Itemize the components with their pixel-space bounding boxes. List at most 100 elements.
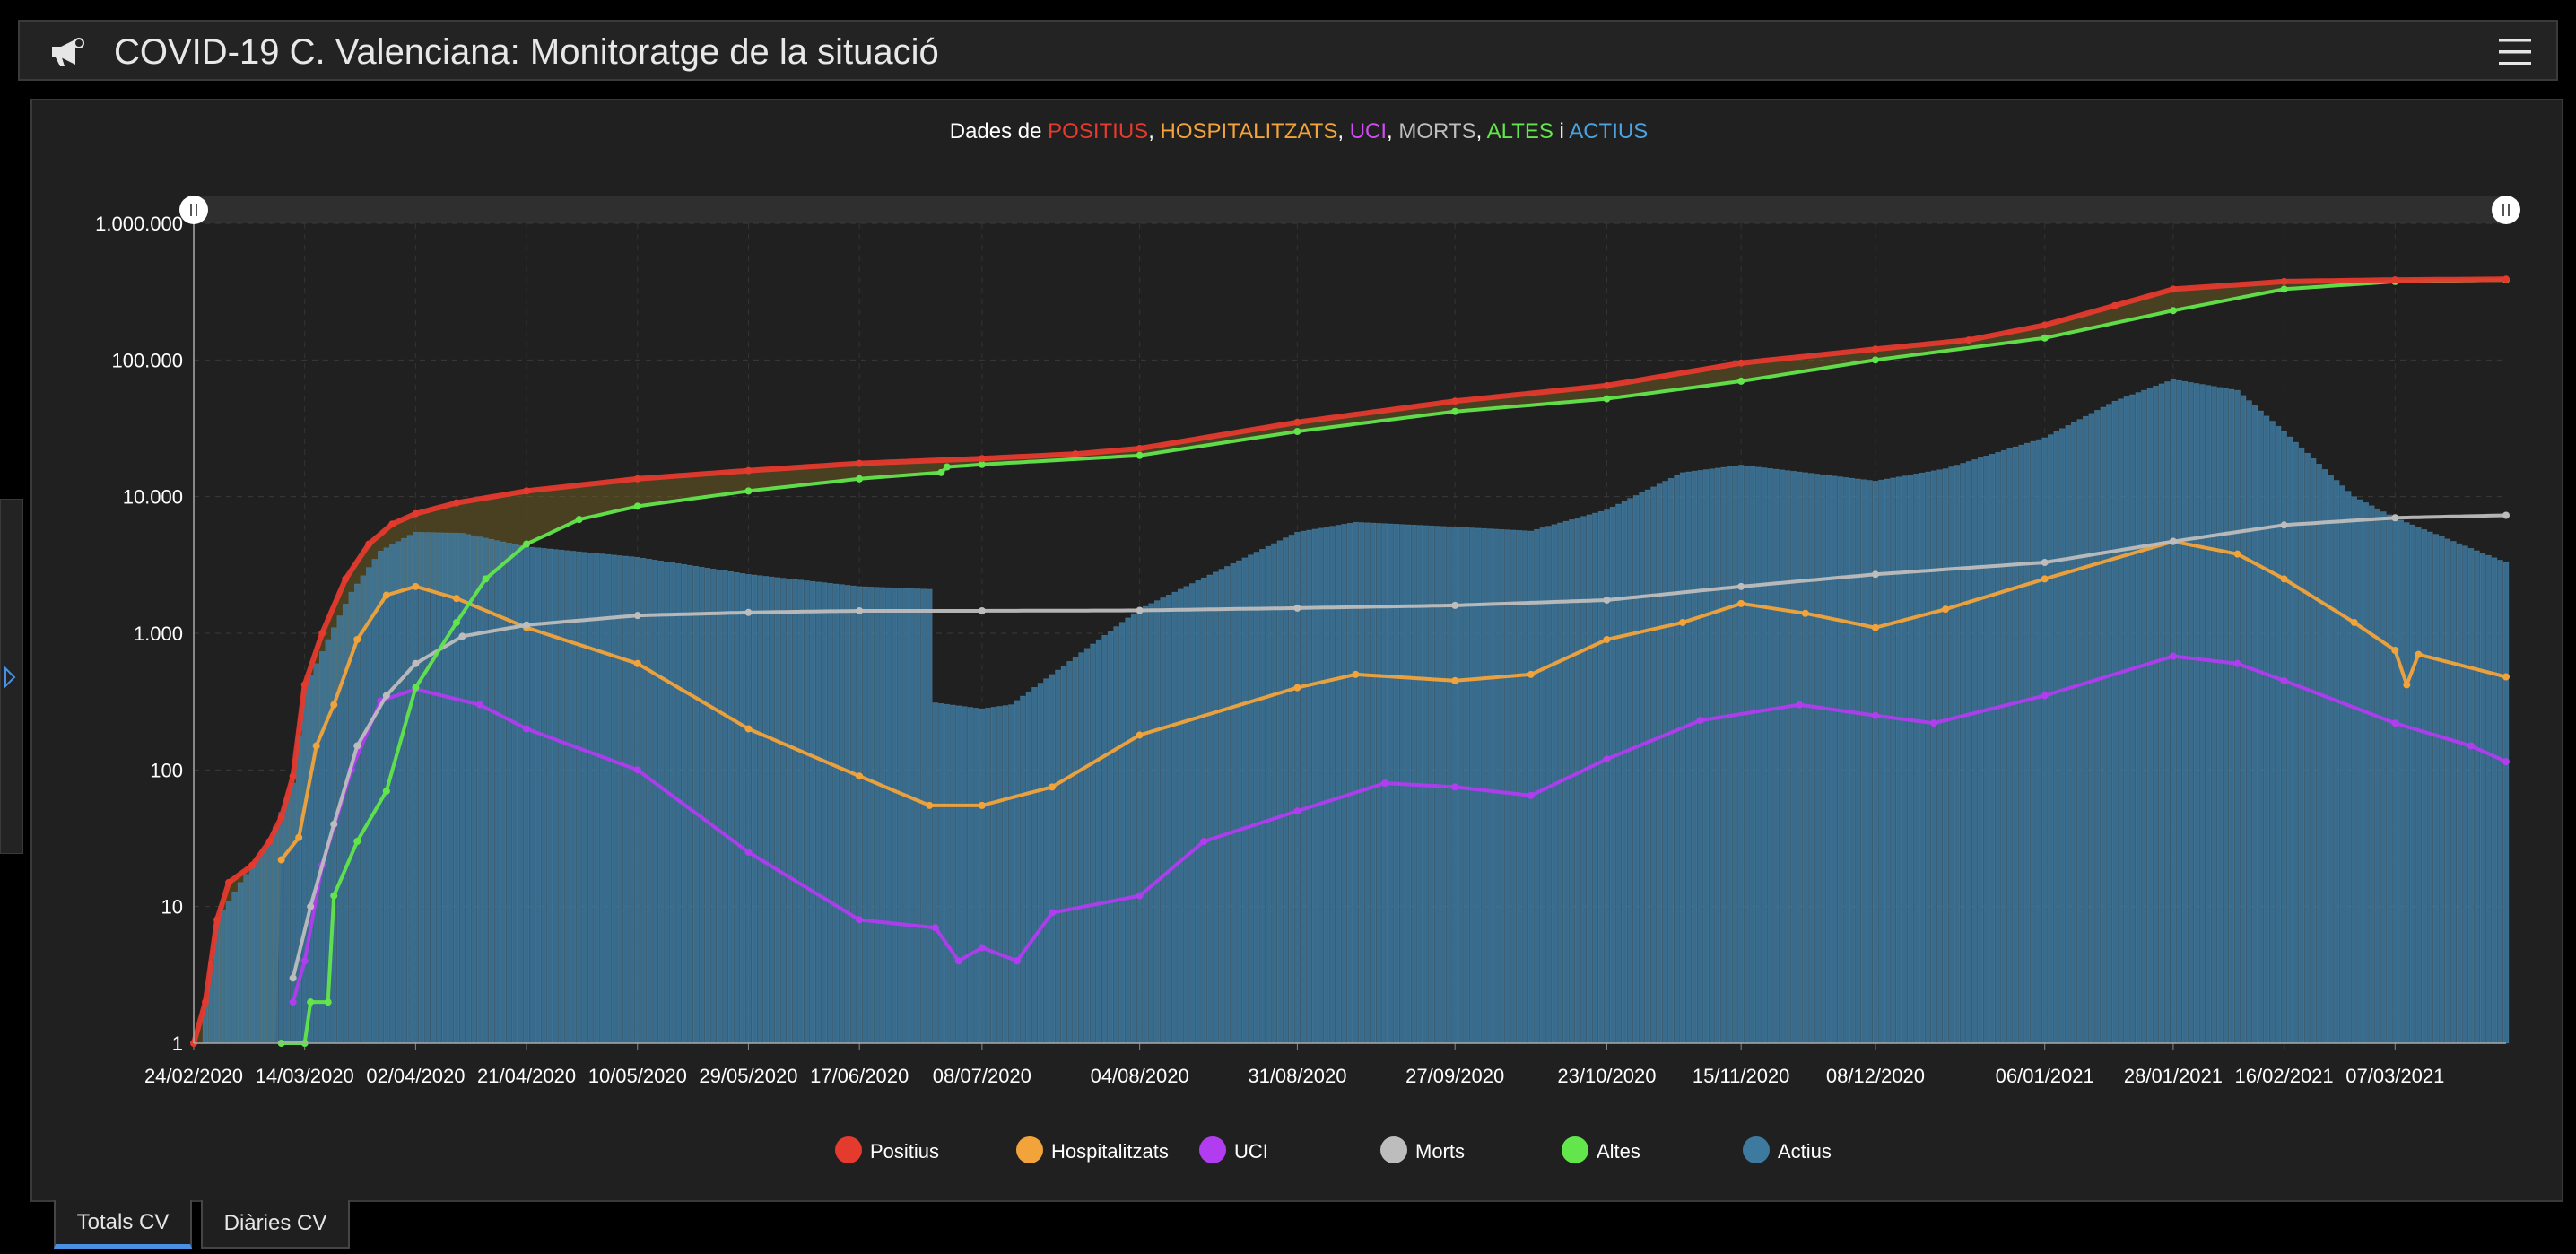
actius-bar[interactable]: [2369, 505, 2375, 1044]
actius-bar[interactable]: [587, 553, 594, 1044]
actius-bar[interactable]: [1025, 691, 1032, 1044]
actius-bar[interactable]: [1597, 510, 1605, 1044]
morts-point[interactable]: [2280, 521, 2288, 529]
actius-bar[interactable]: [511, 544, 518, 1044]
actius-bar[interactable]: [955, 705, 962, 1044]
hospitalitzats-point[interactable]: [2403, 681, 2411, 689]
actius-bar[interactable]: [652, 559, 658, 1044]
actius-bar[interactable]: [2211, 386, 2217, 1044]
actius-bar[interactable]: [1136, 608, 1143, 1044]
morts-point[interactable]: [1871, 570, 1879, 579]
positius-point[interactable]: [225, 878, 233, 886]
hospitalitzats-point[interactable]: [633, 659, 641, 667]
actius-bar[interactable]: [1907, 475, 1914, 1044]
altes-point[interactable]: [856, 475, 864, 483]
actius-bar[interactable]: [1814, 474, 1821, 1044]
actius-bar[interactable]: [634, 556, 640, 1044]
actius-bar[interactable]: [1353, 521, 1359, 1044]
actius-bar[interactable]: [699, 566, 705, 1044]
actius-bar[interactable]: [1755, 466, 1762, 1044]
actius-bar[interactable]: [1878, 479, 1884, 1044]
actius-bar[interactable]: [476, 536, 483, 1044]
actius-bar[interactable]: [780, 578, 787, 1044]
actius-bar[interactable]: [1674, 475, 1680, 1044]
actius-bar[interactable]: [2181, 380, 2189, 1044]
uci-point[interactable]: [2041, 692, 2049, 700]
actius-bar[interactable]: [413, 531, 419, 1044]
actius-bar[interactable]: [2258, 410, 2264, 1044]
hospitalitzats-point[interactable]: [1048, 783, 1056, 791]
actius-bar[interactable]: [1744, 466, 1750, 1044]
actius-bar[interactable]: [669, 562, 676, 1044]
legend-item-actius[interactable]: Actius: [1743, 1136, 1832, 1163]
actius-bar[interactable]: [272, 826, 279, 1044]
actius-bar[interactable]: [1113, 626, 1119, 1044]
altes-point[interactable]: [307, 998, 315, 1006]
actius-bar[interactable]: [1499, 528, 1505, 1044]
positius-point[interactable]: [452, 499, 460, 507]
morts-point[interactable]: [330, 820, 338, 828]
actius-bar[interactable]: [2450, 541, 2457, 1044]
actius-bar[interactable]: [1644, 489, 1651, 1044]
actius-bar[interactable]: [2328, 475, 2334, 1044]
actius-bar[interactable]: [1218, 569, 1225, 1044]
actius-bar[interactable]: [2386, 514, 2393, 1044]
positius-point[interactable]: [633, 475, 641, 483]
actius-bar[interactable]: [1709, 468, 1715, 1044]
actius-bar[interactable]: [1195, 580, 1201, 1044]
uci-point[interactable]: [931, 924, 939, 932]
uci-point[interactable]: [1200, 837, 1208, 845]
actius-bar[interactable]: [1142, 605, 1149, 1044]
actius-bar[interactable]: [529, 546, 535, 1044]
actius-bar[interactable]: [1265, 545, 1272, 1044]
actius-bar[interactable]: [1259, 549, 1266, 1044]
hospitalitzats-point[interactable]: [2233, 550, 2241, 558]
hospitalitzats-point[interactable]: [412, 582, 420, 590]
uci-point[interactable]: [856, 916, 864, 924]
actius-bar[interactable]: [1615, 503, 1622, 1044]
actius-bar[interactable]: [1329, 526, 1336, 1044]
actius-bar[interactable]: [879, 587, 886, 1044]
actius-bar[interactable]: [1171, 591, 1178, 1044]
uci-point[interactable]: [1796, 701, 1804, 709]
actius-bar[interactable]: [518, 544, 524, 1044]
altes-point[interactable]: [353, 837, 361, 845]
actius-bar[interactable]: [1493, 528, 1499, 1044]
actius-bar[interactable]: [1895, 476, 1902, 1044]
actius-bar[interactable]: [932, 702, 939, 1044]
actius-bar[interactable]: [985, 708, 991, 1044]
morts-point[interactable]: [1136, 606, 1144, 614]
actius-bar[interactable]: [1867, 480, 1873, 1044]
actius-bar[interactable]: [617, 555, 623, 1044]
actius-bar[interactable]: [2269, 421, 2276, 1044]
actius-bar[interactable]: [1773, 468, 1780, 1044]
hospitalitzats-point[interactable]: [295, 833, 303, 841]
uci-point[interactable]: [2391, 719, 2399, 727]
actius-bar[interactable]: [1855, 478, 1861, 1044]
actius-bar[interactable]: [225, 901, 232, 1044]
actius-bar[interactable]: [1732, 466, 1738, 1044]
actius-bar[interactable]: [2251, 405, 2258, 1044]
uci-point[interactable]: [954, 957, 962, 965]
actius-bar[interactable]: [1580, 516, 1587, 1044]
altes-point[interactable]: [943, 463, 951, 471]
uci-point[interactable]: [2233, 659, 2241, 667]
actius-bar[interactable]: [1020, 695, 1026, 1044]
actius-bar[interactable]: [266, 840, 273, 1044]
actius-bar[interactable]: [523, 546, 530, 1044]
actius-bar[interactable]: [366, 567, 372, 1044]
actius-bar[interactable]: [2129, 394, 2136, 1044]
actius-bar[interactable]: [2502, 562, 2510, 1044]
actius-bar[interactable]: [996, 706, 1003, 1044]
positius-point[interactable]: [202, 998, 210, 1006]
positius-point[interactable]: [1136, 445, 1144, 453]
uci-point[interactable]: [2280, 676, 2288, 684]
actius-bar[interactable]: [406, 535, 413, 1044]
actius-bar[interactable]: [1790, 471, 1797, 1044]
actius-bar[interactable]: [1283, 537, 1289, 1044]
actius-bar[interactable]: [2246, 400, 2252, 1044]
actius-bar[interactable]: [1785, 470, 1791, 1044]
actius-bar[interactable]: [576, 551, 582, 1044]
actius-bar[interactable]: [430, 532, 437, 1044]
actius-bar[interactable]: [1341, 524, 1347, 1044]
